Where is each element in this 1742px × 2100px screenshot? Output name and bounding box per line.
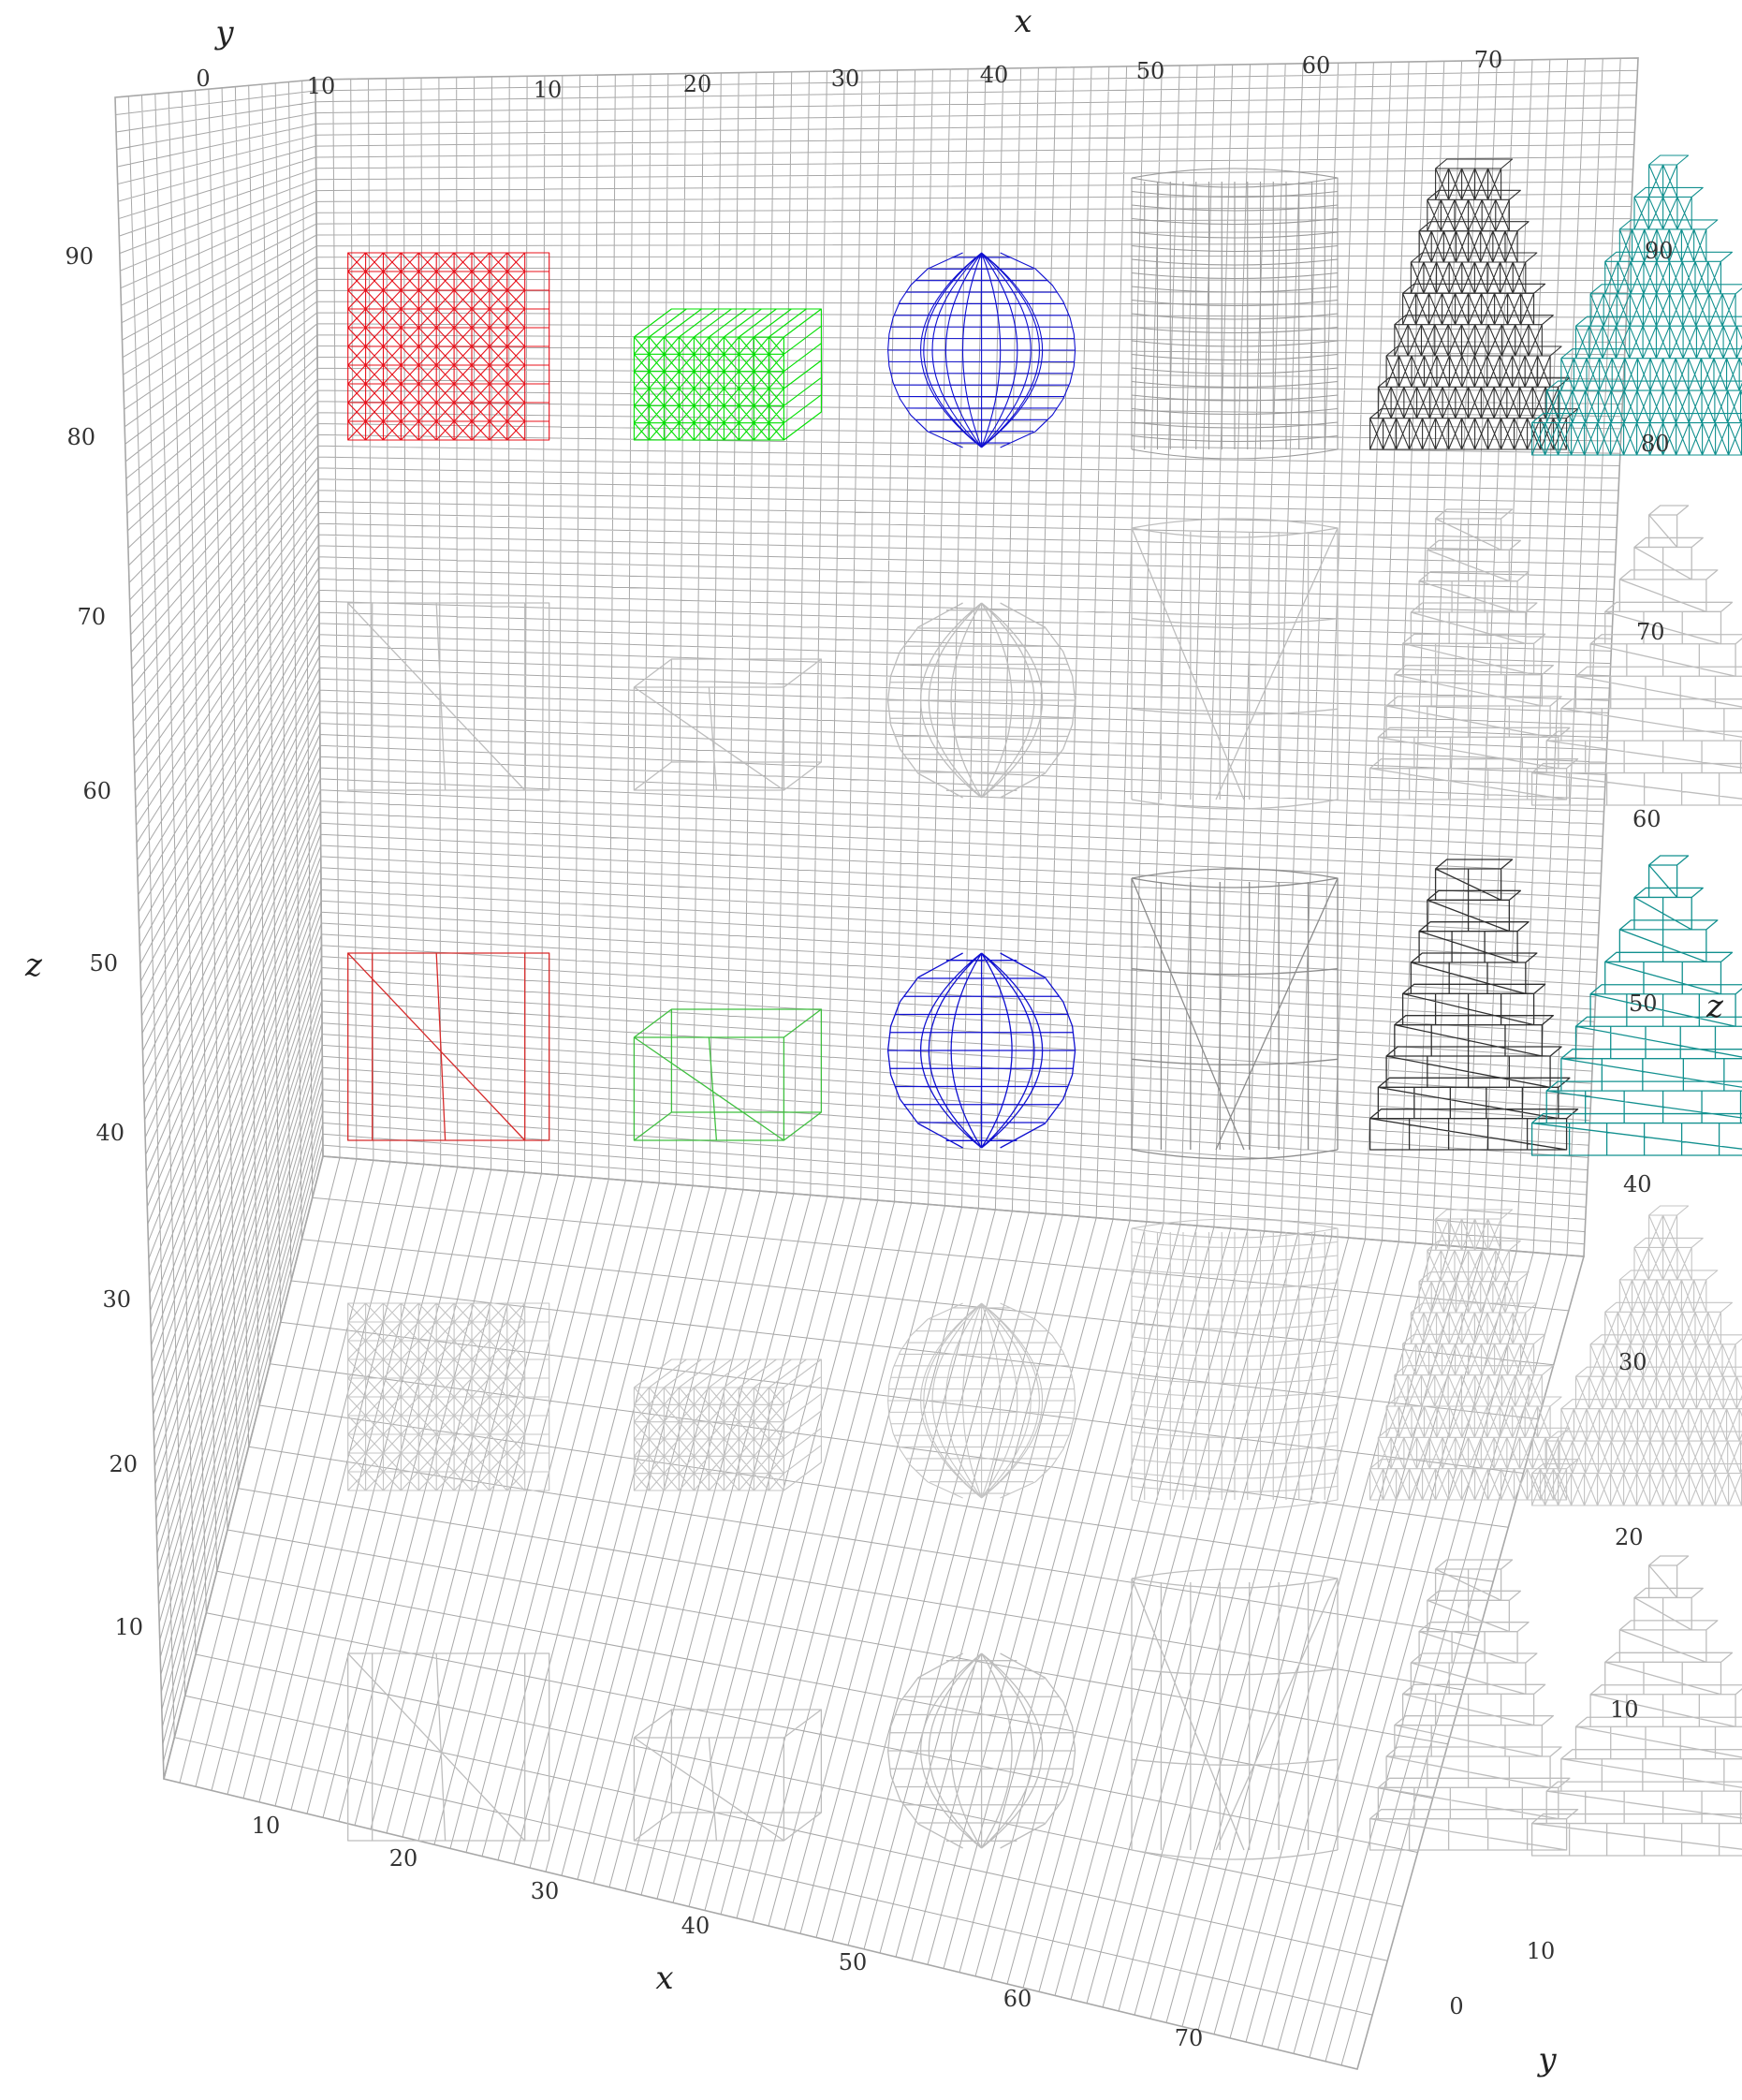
right-z-tick-10: 10: [1610, 1696, 1639, 1723]
shape-cylinder-z20: [1131, 1218, 1339, 1510]
shape-sphere-z80: [887, 252, 1076, 448]
left-z-tick-20: 20: [109, 1451, 138, 1477]
top-x-tick-60: 60: [1302, 52, 1331, 79]
left-z-tick-70: 70: [77, 604, 106, 630]
shape-row-z0: [347, 1555, 1742, 1860]
shape-row-z60: [347, 505, 1742, 810]
tick-labels: 10 20 30 40 50 60 70 0 10 10 20 30 40 50…: [65, 47, 1673, 2051]
top-y-tick-10: 10: [307, 73, 336, 99]
bottom-x-tick-60: 60: [1003, 1986, 1032, 2012]
top-x-tick-10: 10: [534, 77, 563, 103]
shape-cylinder-z80: [1131, 168, 1339, 460]
shape-box-z0: [347, 1652, 550, 1842]
top-x-tick-30: 30: [831, 66, 860, 92]
shape-box-z40: [347, 952, 550, 1141]
shape-box-z80: [347, 252, 550, 441]
shape-cylinder-z40: [1131, 868, 1339, 1160]
bottom-y-tick-0: 0: [1449, 1993, 1463, 2019]
right-z-tick-50: 50: [1629, 991, 1658, 1017]
shape-sphere-z40: [886, 952, 1076, 1149]
shape-row-z20: [347, 1205, 1742, 1510]
right-z-tick-20: 20: [1615, 1524, 1644, 1550]
left-z-tick-10: 10: [114, 1614, 143, 1640]
bottom-x-tick-20: 20: [389, 1845, 418, 1872]
shape-sphere-z60: [886, 602, 1076, 799]
left-z-tick-60: 60: [82, 778, 111, 804]
left-z-tick-40: 40: [95, 1120, 124, 1146]
top-x-tick-50: 50: [1136, 58, 1165, 84]
right-z-tick-70: 70: [1636, 619, 1665, 645]
grid-floor-border: [163, 1155, 1586, 2070]
top-y-tick-0: 0: [196, 66, 210, 92]
shape-flat-box-z0: [633, 1709, 823, 1842]
left-z-tick-50: 50: [89, 950, 118, 977]
grid-back-wall: [315, 57, 1639, 1257]
grid-back-wall-lines: [315, 57, 1639, 1257]
shape-row-z40: [347, 855, 1742, 1160]
bottom-y-tick-10: 10: [1527, 1938, 1556, 1964]
right-z-tick-90: 90: [1645, 238, 1674, 264]
z-axis-label-left: z: [24, 947, 43, 984]
shape-flat-box-z20: [633, 1358, 822, 1491]
shape-stepped-pyramid-z60: [1530, 505, 1742, 806]
y-axis-label-bottom: y: [1536, 2041, 1557, 2078]
left-z-tick-80: 80: [66, 424, 95, 450]
grid-floor: [163, 1155, 1586, 2070]
grid-floor-lines: [163, 1155, 1585, 2070]
shape-cylinder-z0: [1131, 1568, 1339, 1860]
shape-box-z20: [347, 1302, 550, 1491]
shape-stepped-cone-z60: [1369, 508, 1579, 800]
left-z-tick-30: 30: [102, 1286, 131, 1313]
top-x-tick-20: 20: [683, 71, 712, 97]
axis-labels: x y x y z z: [24, 3, 1724, 2078]
shape-flat-box-z40: [633, 1008, 823, 1141]
x-axis-label-bottom: x: [655, 1960, 673, 1997]
grid-back-wall-border: [315, 57, 1639, 1257]
shape-flat-box-z60: [633, 658, 823, 791]
bottom-x-tick-30: 30: [531, 1878, 560, 1904]
shape-box-z60: [347, 602, 550, 791]
right-z-tick-60: 60: [1632, 806, 1661, 832]
y-axis-label-top: y: [213, 14, 234, 51]
bottom-x-tick-10: 10: [252, 1813, 281, 1839]
shape-cylinder-z60: [1131, 518, 1339, 810]
shape-stepped-cone-z80: [1369, 158, 1579, 450]
grid-side-wall-lines: [114, 79, 324, 1780]
bottom-x-tick-70: 70: [1175, 2025, 1204, 2051]
grid-panes: [114, 57, 1639, 2070]
shape-stepped-pyramid-z0: [1530, 1555, 1742, 1857]
right-z-tick-80: 80: [1641, 431, 1670, 457]
shape-sphere-z0: [886, 1652, 1076, 1849]
z-axis-label-right: z: [1705, 988, 1724, 1025]
bottom-x-tick-40: 40: [681, 1913, 710, 1939]
right-z-tick-40: 40: [1623, 1171, 1652, 1197]
shape-stepped-cone-z0: [1369, 1559, 1579, 1851]
grid-side-wall: [114, 79, 324, 1780]
x-axis-label-top: x: [1014, 3, 1032, 40]
shape-stepped-pyramid-z80: [1531, 154, 1742, 456]
shape-row-z80: [347, 154, 1742, 460]
bottom-x-tick-50: 50: [839, 1949, 868, 1975]
left-z-tick-90: 90: [65, 243, 94, 270]
shape-stepped-pyramid-z20: [1531, 1205, 1742, 1506]
shape-flat-box-z80: [633, 308, 822, 441]
shape-stepped-cone-z40: [1369, 859, 1579, 1151]
right-z-tick-30: 30: [1618, 1349, 1647, 1375]
shape-sphere-z20: [887, 1302, 1076, 1499]
top-x-tick-70: 70: [1474, 47, 1503, 73]
shape-stepped-cone-z20: [1369, 1209, 1579, 1501]
shape-stepped-pyramid-z40: [1530, 855, 1742, 1156]
shape-rows: [347, 154, 1742, 1860]
top-x-tick-40: 40: [980, 62, 1009, 88]
